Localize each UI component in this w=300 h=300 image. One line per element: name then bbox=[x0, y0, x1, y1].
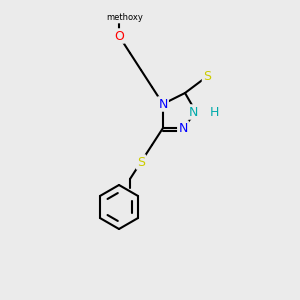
Text: methoxy: methoxy bbox=[106, 14, 143, 22]
Text: H: H bbox=[210, 106, 219, 118]
Text: S: S bbox=[203, 70, 211, 83]
Text: N: N bbox=[158, 98, 168, 110]
Text: S: S bbox=[137, 155, 145, 169]
Text: N: N bbox=[178, 122, 188, 134]
Text: O: O bbox=[114, 29, 124, 43]
Text: N: N bbox=[189, 106, 198, 118]
